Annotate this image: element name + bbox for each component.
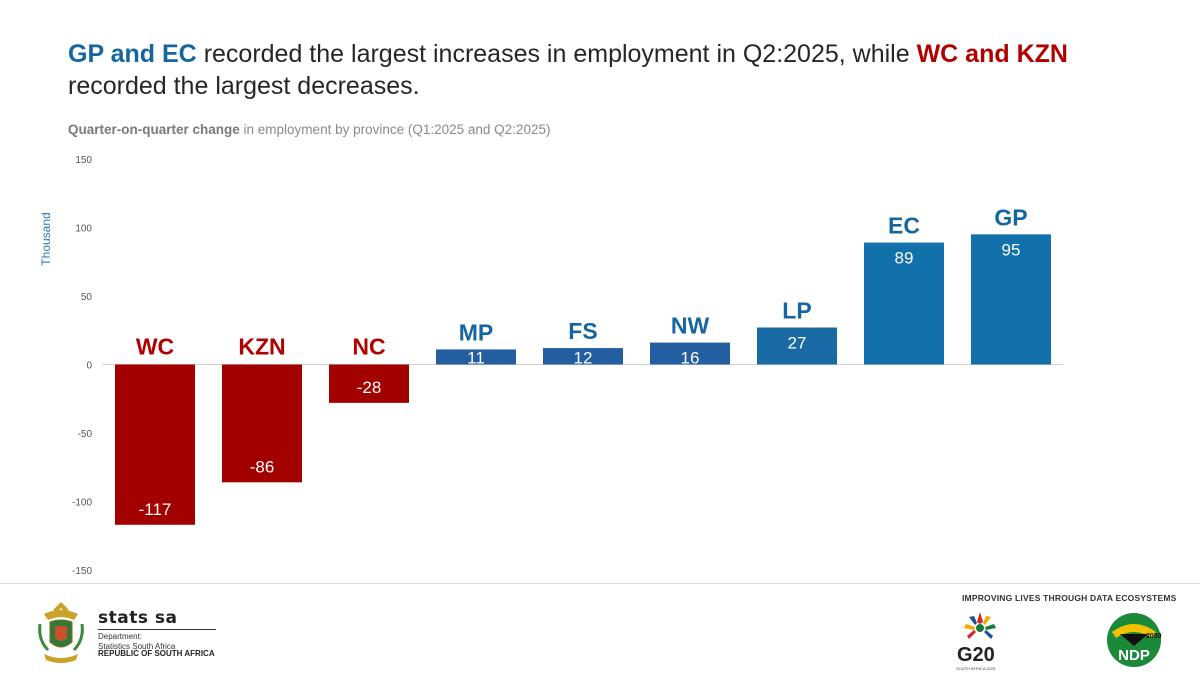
statssa-department: Department: Statistics South Africa (98, 632, 176, 651)
footer-divider (0, 583, 1200, 584)
bar-fs (543, 348, 623, 365)
y-tick-label: 100 (75, 224, 92, 235)
chart-subtitle: Quarter-on-quarter change in employment … (68, 122, 550, 137)
category-label-kzn: KZN (238, 334, 285, 360)
ndp-year: 2030 (1146, 633, 1162, 640)
value-label-nw: 16 (681, 349, 700, 368)
ndp-text: NDP (1118, 647, 1150, 664)
headline-text-1: recorded the largest increases in employ… (196, 40, 917, 68)
y-tick-label: 0 (86, 361, 92, 372)
category-label-lp: LP (782, 298, 811, 324)
bar-mp (436, 349, 516, 365)
value-label-mp: 11 (467, 349, 485, 368)
value-label-lp: 27 (788, 334, 807, 353)
headline-highlight-increase: GP and EC (68, 40, 197, 68)
bar-kzn (222, 364, 302, 483)
statssa-country: REPUBLIC OF SOUTH AFRICA (98, 649, 215, 658)
footer-tagline: IMPROVING LIVES THROUGH DATA ECOSYSTEMS (962, 593, 1177, 603)
value-label-fs: 12 (574, 349, 593, 368)
bar-nc (329, 364, 409, 403)
y-tick-label: 50 (81, 292, 93, 303)
ndp-logo: 2030 NDP (1107, 613, 1162, 667)
statssa-rule (98, 629, 216, 630)
y-tick-label: -50 (78, 429, 93, 440)
value-label-ec: 89 (895, 249, 914, 268)
bar-gp (971, 234, 1051, 365)
bar-nw (650, 342, 730, 365)
category-label-nc: NC (352, 334, 385, 360)
value-label-kzn: -86 (250, 457, 275, 476)
category-label-fs: FS (568, 318, 597, 344)
subtitle-rest: in employment by province (Q1:2025 and Q… (239, 122, 551, 137)
coat-of-arms-icon (38, 602, 84, 663)
g20-text: G20 (957, 644, 995, 666)
category-label-nw: NW (671, 313, 710, 339)
bar-chart: 150 100 50 0 -50 -100 -150 WC -117 KZN -86 NC -28 MP 1… (72, 155, 1063, 577)
subtitle-bold: Quarter-on-quarter change (68, 122, 240, 137)
bar-ec (864, 242, 944, 365)
g20-subtext: SOUTH AFRICA 2025 (956, 666, 996, 671)
bar-lp (757, 327, 837, 365)
headline: GP and EC recorded the largest increases… (68, 38, 1148, 102)
statssa-logo: stats sa Department: Statistics South Af… (36, 598, 236, 668)
category-label-wc: WC (136, 334, 174, 360)
value-label-gp: 95 (1002, 240, 1021, 259)
y-tick-label: -150 (72, 566, 92, 577)
statssa-brand: stats sa (98, 608, 178, 628)
category-label-ec: EC (888, 213, 920, 239)
g20-emblem-icon (964, 612, 996, 639)
value-label-nc: -28 (357, 378, 382, 397)
g20-logo: G20 SOUTH AFRICA 2025 (955, 610, 1005, 671)
headline-text-2: recorded the largest decreases. (68, 72, 420, 100)
y-tick-label: -100 (72, 498, 92, 509)
category-label-gp: GP (994, 204, 1027, 230)
y-tick-label: 150 (75, 155, 92, 166)
bar-wc (115, 364, 195, 525)
value-label-wc: -117 (139, 500, 172, 519)
headline-highlight-decrease: WC and KZN (916, 40, 1068, 68)
category-label-mp: MP (459, 319, 494, 345)
